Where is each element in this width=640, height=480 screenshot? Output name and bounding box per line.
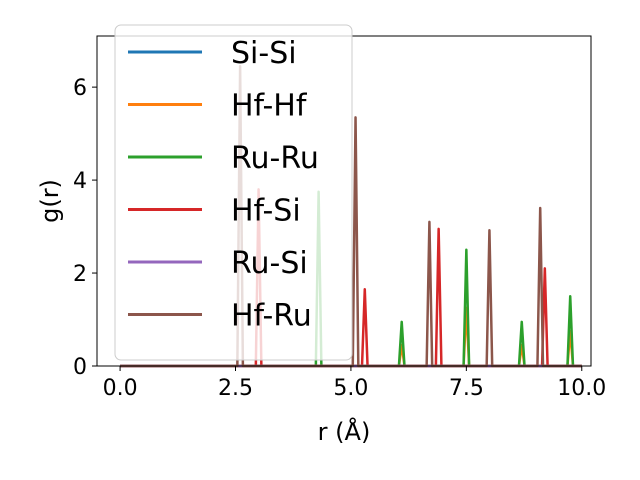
legend-label: Hf-Ru: [231, 299, 312, 334]
y-tick-label: 4: [73, 169, 87, 194]
legend-label: Hf-Hf: [231, 89, 308, 124]
x-tick-label: 2.5: [218, 376, 253, 401]
x-tick-label: 7.5: [449, 376, 484, 401]
x-axis-label: r (Å): [318, 417, 371, 446]
y-axis-label: g(r): [36, 179, 64, 223]
y-tick-label: 6: [73, 76, 87, 101]
x-tick-label: 0.0: [103, 376, 138, 401]
y-axis-ticks: 0 2 4 6: [73, 76, 97, 380]
legend-items: Si-Si Hf-Hf Ru-Ru Hf-Si Ru-Si Hf-Ru: [128, 36, 319, 334]
legend-label: Hf-Si: [231, 194, 301, 229]
legend: Si-Si Hf-Hf Ru-Ru Hf-Si Ru-Si Hf-Ru: [114, 24, 353, 361]
legend-label: Ru-Si: [231, 246, 308, 281]
legend-label: Ru-Ru: [231, 141, 319, 176]
x-tick-label: 10.0: [557, 376, 606, 401]
legend-box: [114, 24, 353, 361]
y-tick-label: 0: [73, 355, 87, 380]
x-axis-ticks: 0.0 2.5 5.0 7.5 10.0: [103, 366, 606, 401]
x-tick-label: 5.0: [333, 376, 368, 401]
legend-label: Si-Si: [231, 36, 297, 71]
y-tick-label: 2: [73, 262, 87, 287]
